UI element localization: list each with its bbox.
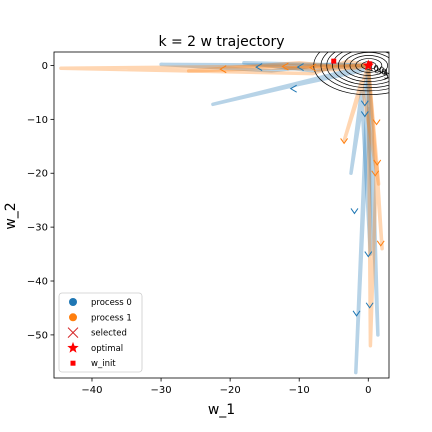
x-tick-label: 0 — [365, 385, 371, 396]
x-tick-label: −40 — [81, 385, 102, 396]
trajectory-arrow — [309, 63, 317, 72]
trajectory-arrow — [281, 62, 289, 71]
legend-star-icon — [67, 341, 79, 353]
trajectory-path-0 — [349, 65, 373, 256]
trajectory-arrow — [219, 65, 227, 74]
w-init-marker — [331, 58, 337, 64]
legend-circle-icon — [69, 298, 77, 306]
legend-label: process 0 — [91, 298, 132, 308]
y-tick-label: −50 — [27, 330, 48, 341]
contour-label: 30 — [376, 68, 386, 77]
contour-label: 20 — [374, 65, 384, 74]
contour-label: 60 — [392, 72, 402, 81]
trajectory-arrow — [364, 251, 373, 258]
trajectory-arrow — [340, 138, 349, 145]
x-tick-label: −20 — [220, 385, 241, 396]
x-tick-label: −30 — [151, 385, 172, 396]
chart-title: k = 2 w trajectory — [158, 34, 284, 50]
trajectory-arrow — [371, 170, 380, 177]
trajectory-arrow — [372, 119, 381, 126]
trajectory-path-0 — [354, 65, 380, 375]
trajectory-arrow — [350, 208, 359, 215]
legend-box — [58, 292, 143, 373]
trajectory-arrow — [352, 310, 361, 317]
x-axis-label: w_1 — [208, 402, 235, 418]
y-tick-label: −40 — [27, 277, 48, 288]
y-axis-label: w_2 — [3, 202, 19, 229]
trajectory-arrow — [376, 240, 385, 247]
y-tick-label: −30 — [27, 223, 48, 234]
legend-square-icon — [70, 360, 76, 366]
y-tick-label: 0 — [42, 61, 48, 72]
axes-frame — [53, 51, 390, 379]
trajectory-arrow — [373, 159, 382, 166]
contour-line — [355, 58, 383, 73]
contour-line — [320, 52, 389, 92]
legend-label: selected — [91, 329, 127, 339]
legend-label: process 1 — [91, 313, 132, 323]
contour-label: 50 — [384, 71, 394, 80]
trajectory-path-1 — [342, 64, 381, 186]
contour-line — [337, 52, 389, 82]
legend: process 0 process 1 selected optimal w_init — [58, 292, 143, 373]
optimal-star — [362, 59, 374, 71]
x-tick-label: −10 — [289, 385, 310, 396]
trajectory-arrow — [365, 302, 374, 309]
y-tick-label: −20 — [27, 169, 48, 180]
trajectory-path-1 — [186, 61, 369, 73]
contour-line — [326, 52, 389, 89]
trajectory-arrow — [289, 84, 297, 93]
trajectory-arrow — [360, 100, 369, 107]
trajectory-path-0 — [242, 61, 369, 73]
trajectory-arrow — [360, 111, 369, 118]
trajectory-path-1 — [366, 65, 384, 348]
trajectory-arrow — [255, 63, 263, 72]
legend-x-icon — [67, 327, 79, 338]
legend-label: optimal — [91, 344, 123, 354]
trajectory-path-0 — [159, 62, 369, 73]
trajectory-arrow — [296, 63, 304, 72]
contour-label: 40 — [383, 68, 393, 77]
trajectory-path-1 — [59, 59, 369, 76]
legend-circle-icon — [69, 313, 77, 322]
contour-label: 10 — [369, 64, 379, 73]
contour-label: 70 — [391, 75, 401, 84]
contour-line — [349, 55, 388, 76]
trajectory-path-0 — [211, 63, 370, 107]
y-tick-label: −10 — [27, 115, 48, 126]
contour-line — [332, 52, 389, 86]
legend-label: w_init — [91, 359, 116, 369]
